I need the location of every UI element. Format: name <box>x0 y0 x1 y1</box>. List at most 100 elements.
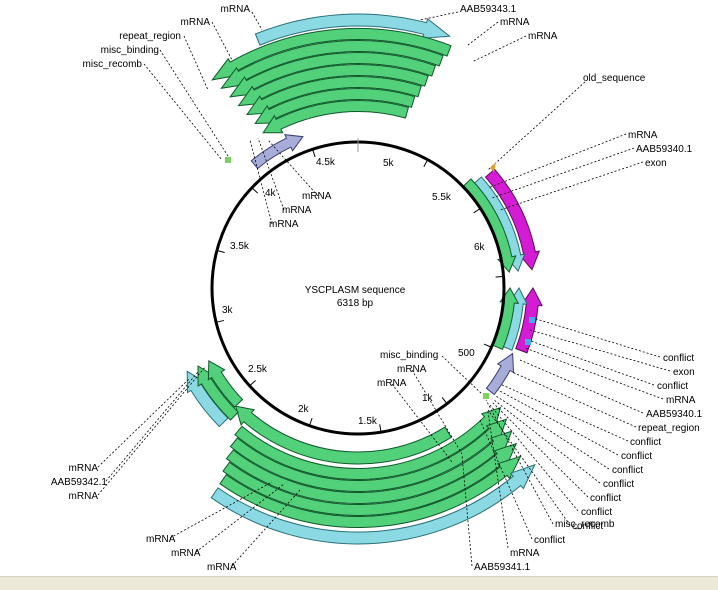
mrna-feature-top <box>254 88 416 125</box>
backbone-layer <box>210 138 506 436</box>
label-mrna: mRNA <box>171 548 201 559</box>
label-aab59340: AAB59340.1 <box>646 409 703 420</box>
label-conflict: conflict <box>534 535 565 546</box>
tick-label-1k: 1k <box>422 393 434 404</box>
leader-line <box>97 377 191 468</box>
leader-line <box>159 49 229 157</box>
label-mrna: mRNA <box>269 219 299 230</box>
leader-line <box>487 81 586 171</box>
leader-line <box>391 383 453 463</box>
site-marker <box>529 317 535 323</box>
leader-line <box>532 317 661 358</box>
site-marker <box>225 157 231 163</box>
label-repeat-region: repeat_region <box>119 31 181 42</box>
label-conflict: conflict <box>603 479 634 490</box>
mrna-feature-left <box>207 359 244 408</box>
plasmid-name: YSCPLASM sequence <box>305 285 406 296</box>
label-mrna: mRNA <box>528 31 558 42</box>
plasmid-length: 6318 bp <box>337 298 374 309</box>
label-misc-binding: misc_binding <box>101 45 159 56</box>
plasmid-map-canvas: YSCPLASM sequence 6318 bp 500 1k 1.5k 2k… <box>0 0 718 576</box>
label-mrna: mRNA <box>69 463 99 474</box>
label-repeat-region: repeat_region <box>638 423 700 434</box>
leader-line <box>419 11 459 21</box>
label-mrna: mRNA <box>397 364 427 375</box>
tick-label-3k: 3k <box>222 305 234 316</box>
leader-line <box>231 489 301 567</box>
label-exon: exon <box>673 367 695 378</box>
leader-line <box>487 133 627 189</box>
leader-line <box>493 399 601 484</box>
leader-line <box>479 419 533 540</box>
feature-layer <box>186 13 543 545</box>
label-mrna: mRNA <box>146 534 176 545</box>
tick-mark <box>379 424 382 432</box>
leader-line <box>169 481 273 539</box>
tick-label-500: 500 <box>458 348 475 359</box>
leader-line <box>497 389 619 456</box>
label-mrna: mRNA <box>666 395 696 406</box>
site-marker <box>483 393 489 399</box>
leader-line <box>491 401 589 498</box>
tick-label-5k: 5k <box>383 158 395 169</box>
label-mrna: mRNA <box>377 378 407 389</box>
label-misc-binding: misc_binding <box>380 350 438 361</box>
tick-mark <box>217 250 225 253</box>
plasmid-map: YSCPLASM sequence 6318 bp 500 1k 1.5k 2k… <box>51 4 703 573</box>
tick-label-1-5k: 1.5k <box>358 416 378 427</box>
label-exon: exon <box>645 158 667 169</box>
leader-line <box>527 339 655 386</box>
mrna-feature-top <box>254 13 452 46</box>
leader-line <box>511 371 637 428</box>
leader-line <box>97 365 207 496</box>
leader-line <box>491 147 635 199</box>
leader-line <box>529 329 671 372</box>
tick-mark <box>250 380 256 386</box>
label-aab59341: AAB59341.1 <box>474 562 531 573</box>
leader-line <box>485 399 554 525</box>
mrna-feature-top <box>220 39 444 89</box>
tick-label-6k: 6k <box>474 242 486 253</box>
leader-line <box>143 63 223 161</box>
mrna-feature-top <box>245 76 422 116</box>
mrna-feature-bottom <box>234 405 452 465</box>
tick-mark <box>473 208 480 214</box>
tick-mark <box>216 319 224 323</box>
leader-line <box>499 383 629 442</box>
label-conflict: conflict <box>590 493 621 504</box>
tick-mark <box>483 343 491 348</box>
mrna-feature-top <box>229 52 437 98</box>
label-old-sequence: old_sequence <box>583 73 646 84</box>
tick-mark <box>495 276 503 278</box>
aab59341-feature-bottom <box>210 463 536 545</box>
label-conflict: conflict <box>621 451 652 462</box>
tick-label-2k: 2k <box>298 404 310 415</box>
leader-line <box>105 371 199 482</box>
mrna-feature-top <box>237 63 429 107</box>
tick-label-2-5k: 2.5k <box>248 364 268 375</box>
site-marker <box>525 339 531 345</box>
label-conflict: conflict <box>572 521 603 532</box>
tick-label-5-5k: 5.5k <box>432 192 452 203</box>
status-bar <box>0 576 718 590</box>
leader-line <box>195 483 285 553</box>
label-aab59343: AAB59343.1 <box>460 4 517 15</box>
label-mrna: mRNA <box>628 130 658 141</box>
leader-line <box>487 409 571 526</box>
tick-mark <box>309 417 313 425</box>
label-misc-recomb: misc_recomb <box>555 519 615 530</box>
leader-line <box>495 395 610 470</box>
label-aab59340: AAB59340.1 <box>636 144 693 155</box>
label-conflict: conflict <box>612 465 643 476</box>
label-conflict: conflict <box>581 507 612 518</box>
tick-label-4-5k: 4.5k <box>316 157 336 168</box>
label-mrna: mRNA <box>282 205 312 216</box>
exon-feature-right <box>484 168 541 271</box>
label-mrna: mRNA <box>221 4 251 15</box>
leader-line <box>487 411 509 549</box>
leader-line <box>211 21 233 61</box>
leader-line <box>471 35 527 63</box>
label-aab59342: AAB59342.1 <box>51 477 108 488</box>
leader-line <box>251 11 263 31</box>
leader-line <box>267 139 319 197</box>
